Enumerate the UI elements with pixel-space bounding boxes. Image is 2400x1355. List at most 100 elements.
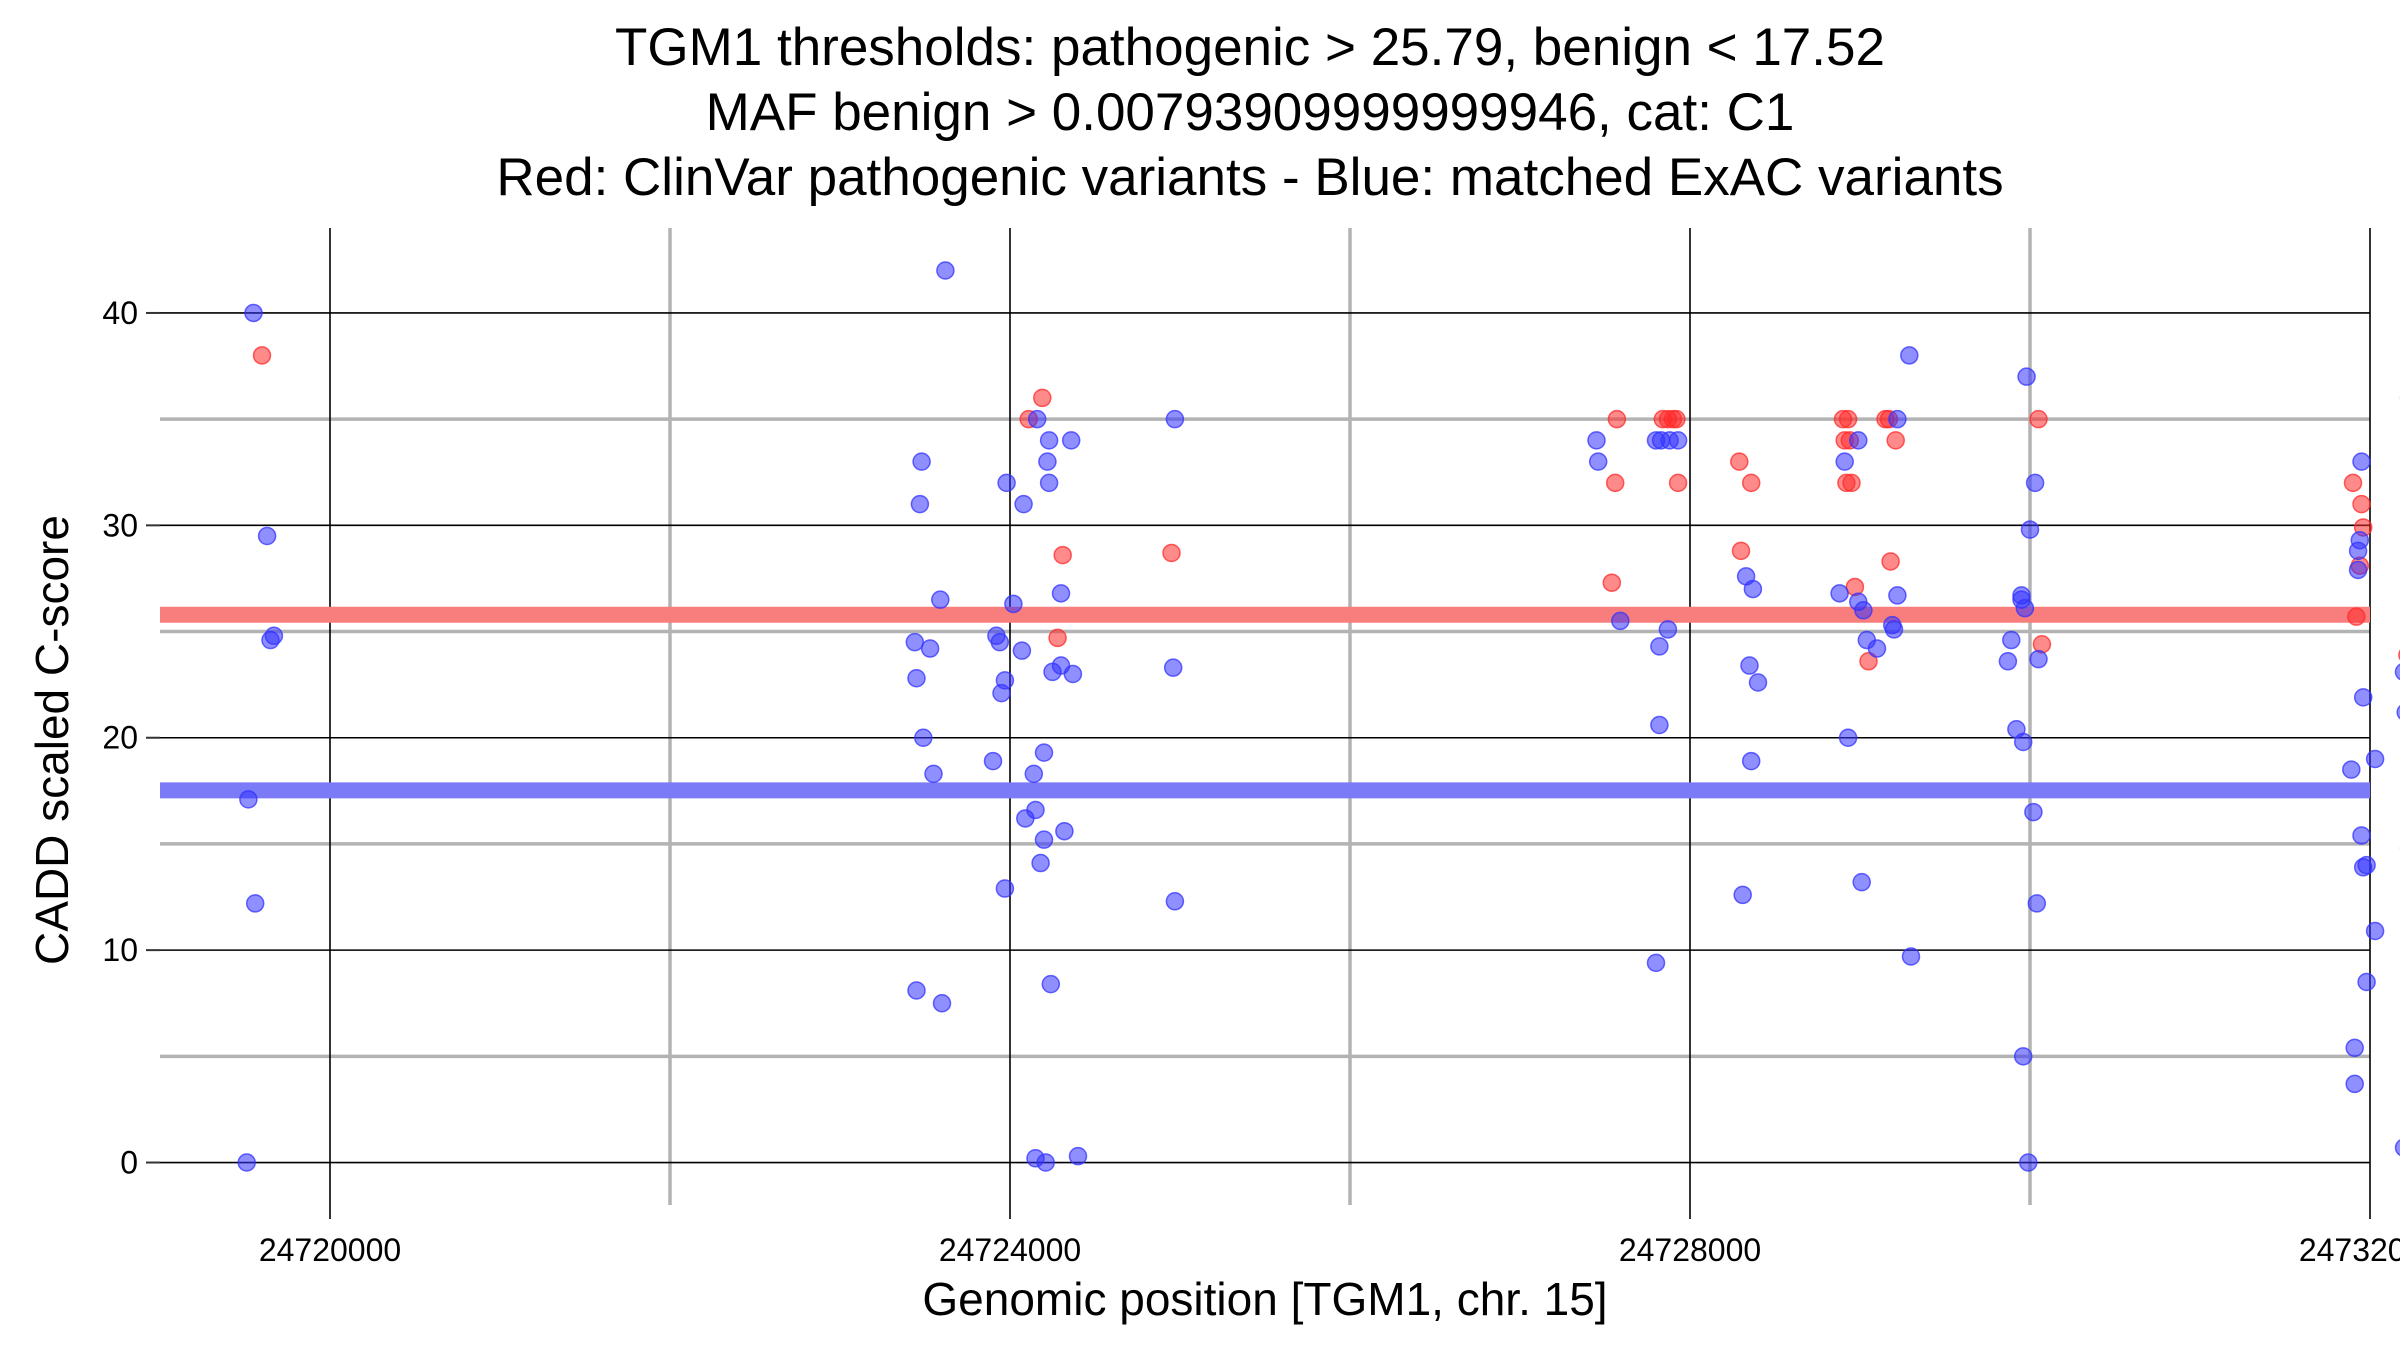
exac-point-10 bbox=[932, 591, 949, 608]
exac-point-58 bbox=[1651, 638, 1668, 655]
exac-point-40 bbox=[1017, 810, 1034, 827]
y-tick-label-2: 20 bbox=[102, 720, 138, 756]
chart-title-line-1: TGM1 thresholds: pathogenic > 25.79, ben… bbox=[615, 18, 1885, 77]
pathogenic-point-4 bbox=[1049, 629, 1066, 646]
exac-point-18 bbox=[985, 753, 1002, 770]
pathogenic-point-14 bbox=[1731, 453, 1748, 470]
exac-point-115 bbox=[2367, 923, 2384, 940]
pathogenic-point-27 bbox=[1882, 553, 1899, 570]
exac-point-37 bbox=[1036, 744, 1053, 761]
exac-point-82 bbox=[1903, 948, 1920, 965]
exac-point-41 bbox=[1036, 831, 1053, 848]
pathogenic-point-23 bbox=[1846, 578, 1863, 595]
exac-point-81 bbox=[1901, 347, 1918, 364]
exac-point-36 bbox=[1063, 432, 1080, 449]
exac-point-66 bbox=[1743, 753, 1760, 770]
exac-point-57 bbox=[1670, 432, 1687, 449]
exac-point-12 bbox=[922, 640, 939, 657]
exac-point-101 bbox=[2353, 453, 2370, 470]
x-tick-label-3: 24732000 bbox=[2299, 1232, 2400, 1268]
pathogenic-point-32 bbox=[2353, 496, 2370, 513]
exac-point-89 bbox=[2016, 600, 2033, 617]
points-layer bbox=[238, 262, 2400, 1171]
pathogenic-point-31 bbox=[2345, 474, 2362, 491]
exac-point-44 bbox=[1042, 976, 1059, 993]
pathogenic-point-26 bbox=[1887, 432, 1904, 449]
pathogenic-point-3 bbox=[1054, 547, 1071, 564]
y-tick-label-4: 40 bbox=[102, 295, 138, 331]
exac-point-64 bbox=[1741, 657, 1758, 674]
exac-point-20 bbox=[991, 634, 1008, 651]
exac-point-79 bbox=[1853, 874, 1870, 891]
exac-point-110 bbox=[2367, 750, 2384, 767]
exac-point-65 bbox=[1750, 674, 1767, 691]
exac-point-43 bbox=[1032, 855, 1049, 872]
chart-title-line-3: Red: ClinVar pathogenic variants - Blue:… bbox=[496, 148, 2003, 207]
chart-title-line-2: MAF benign > 0.00793909999999946, cat: C… bbox=[706, 83, 1795, 142]
exac-point-1 bbox=[259, 527, 276, 544]
exac-point-78 bbox=[1840, 729, 1857, 746]
pathogenic-point-29 bbox=[2030, 411, 2047, 428]
exac-point-27 bbox=[1015, 496, 1032, 513]
pathogenic-point-30 bbox=[2033, 636, 2050, 653]
axis-layer: 0102030402472000024724000247280002473200… bbox=[102, 295, 2400, 1268]
exac-point-94 bbox=[2025, 804, 2042, 821]
exac-point-5 bbox=[247, 895, 264, 912]
exac-point-0 bbox=[245, 304, 262, 321]
pathogenic-point-15 bbox=[1743, 474, 1760, 491]
exac-point-112 bbox=[2353, 827, 2370, 844]
exac-point-42 bbox=[1056, 823, 1073, 840]
exac-point-59 bbox=[1659, 621, 1676, 638]
exac-point-117 bbox=[2346, 1039, 2363, 1056]
pathogenic-point-1 bbox=[1034, 389, 1051, 406]
exac-point-3 bbox=[265, 627, 282, 644]
exac-point-92 bbox=[2030, 651, 2047, 668]
y-tick-label-0: 0 bbox=[120, 1145, 138, 1181]
exac-point-28 bbox=[1041, 432, 1058, 449]
x-tick-label-1: 24724000 bbox=[939, 1232, 1081, 1268]
exac-point-100 bbox=[2350, 561, 2367, 578]
exac-point-61 bbox=[1648, 954, 1665, 971]
exac-point-119 bbox=[2396, 1139, 2400, 1156]
y-tick-label-1: 10 bbox=[102, 932, 138, 968]
exac-point-7 bbox=[937, 262, 954, 279]
exac-point-86 bbox=[2003, 632, 2020, 649]
exac-point-30 bbox=[1041, 474, 1058, 491]
exac-point-77 bbox=[1886, 621, 1903, 638]
exac-point-25 bbox=[996, 880, 1013, 897]
exac-point-85 bbox=[2022, 521, 2039, 538]
exac-point-74 bbox=[1869, 640, 1886, 657]
grid-layer bbox=[160, 228, 2370, 1205]
exac-point-46 bbox=[1037, 1154, 1054, 1171]
y-tick-label-3: 30 bbox=[102, 507, 138, 543]
exac-point-22 bbox=[993, 685, 1010, 702]
exac-point-97 bbox=[2020, 1154, 2037, 1171]
pathogenic-point-12 bbox=[1668, 411, 1685, 428]
exac-point-49 bbox=[1165, 659, 1182, 676]
exac-point-38 bbox=[1025, 765, 1042, 782]
exac-point-14 bbox=[915, 729, 932, 746]
exac-point-76 bbox=[1889, 587, 1906, 604]
exac-point-33 bbox=[1053, 585, 1070, 602]
exac-point-16 bbox=[908, 982, 925, 999]
exac-point-90 bbox=[1999, 653, 2016, 670]
exac-point-80 bbox=[1889, 411, 1906, 428]
x-tick-label-2: 24728000 bbox=[1619, 1232, 1761, 1268]
pathogenic-point-18 bbox=[1840, 411, 1857, 428]
exac-point-24 bbox=[998, 474, 1015, 491]
pathogenic-point-6 bbox=[1608, 411, 1625, 428]
pathogenic-point-16 bbox=[1733, 542, 1750, 559]
exac-point-108 bbox=[2355, 689, 2372, 706]
exac-point-84 bbox=[2027, 474, 2044, 491]
exac-point-69 bbox=[1836, 453, 1853, 470]
exac-point-51 bbox=[1588, 432, 1605, 449]
exac-point-114 bbox=[2355, 859, 2372, 876]
exac-point-95 bbox=[2028, 895, 2045, 912]
pathogenic-point-35 bbox=[2348, 608, 2365, 625]
exac-point-93 bbox=[2015, 733, 2032, 750]
exac-point-118 bbox=[2346, 1075, 2363, 1092]
exac-point-50 bbox=[1166, 893, 1183, 910]
exac-point-13 bbox=[908, 670, 925, 687]
